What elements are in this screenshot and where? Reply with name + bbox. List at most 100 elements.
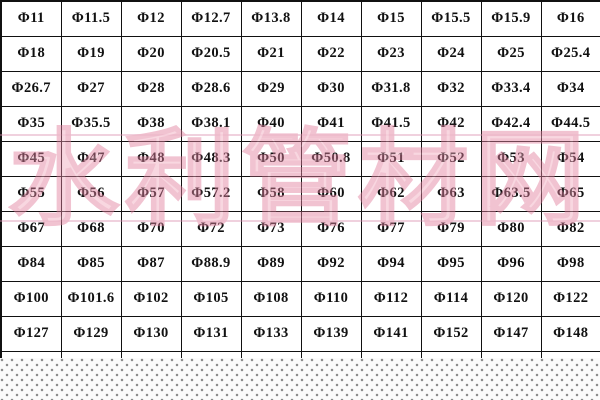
table-cell: Φ105 — [180, 280, 242, 317]
table-cell: Φ133 — [240, 315, 302, 352]
table-row: Φ35 Φ35.5 Φ38 Φ38.1 Φ40 Φ41 Φ41.5 Φ42 Φ4… — [0, 105, 600, 142]
table-cell — [60, 350, 122, 387]
table-cell: Φ102 — [120, 280, 182, 317]
table-row: Φ45 Φ47 Φ48 Φ48.3 Φ50 Φ50.8 Φ51 Φ52 Φ53 … — [0, 140, 600, 177]
table-cell: Φ147 — [480, 315, 542, 352]
table-cell: Φ18 — [0, 35, 62, 72]
table-cell: Φ27 — [60, 70, 122, 107]
table-cell: Φ139 — [300, 315, 362, 352]
table-cell: Φ50.8 — [300, 140, 362, 177]
table-cell: Φ76 — [300, 210, 362, 247]
table-cell: Φ25 — [480, 35, 542, 72]
table-cell: Φ67 — [0, 210, 62, 247]
table-cell: Φ72 — [180, 210, 242, 247]
table-cell: Φ68 — [60, 210, 122, 247]
table-cell: Φ23 — [360, 35, 422, 72]
table-cell: Φ55 — [0, 175, 62, 212]
table-cell: Φ35 — [0, 105, 62, 142]
table-cell: Φ28.6 — [180, 70, 242, 107]
diameter-size-table: Φ11 Φ11.5 Φ12 Φ12.7 Φ13.8 Φ14 Φ15 Φ15.5 … — [0, 0, 600, 387]
table-cell: Φ12 — [120, 0, 182, 37]
table-cell: Φ31.8 — [360, 70, 422, 107]
table-cell: Φ112 — [360, 280, 422, 317]
table-cell: Φ92 — [300, 245, 362, 282]
table-cell: Φ95 — [420, 245, 482, 282]
table-cell: Φ11 — [0, 0, 62, 37]
table-cell: Φ48.3 — [180, 140, 242, 177]
table-cell: Φ22 — [300, 35, 362, 72]
table-body: Φ11 Φ11.5 Φ12 Φ12.7 Φ13.8 Φ14 Φ15 Φ15.5 … — [0, 0, 600, 387]
table-cell: Φ32 — [420, 70, 482, 107]
table-row: Φ100 Φ101.6 Φ102 Φ105 Φ108 Φ110 Φ112 Φ11… — [0, 280, 600, 317]
table-row: Φ55 Φ56 Φ57 Φ57.2 Φ58 Φ60 Φ62 Φ63 Φ63.5 … — [0, 175, 600, 212]
table-cell: Φ130 — [120, 315, 182, 352]
table-cell: Φ57 — [120, 175, 182, 212]
table-cell: Φ63.5 — [480, 175, 542, 212]
table-cell: Φ16 — [540, 0, 600, 37]
table-cell: Φ110 — [300, 280, 362, 317]
table-cell: Φ29 — [240, 70, 302, 107]
table-cell: Φ100 — [0, 280, 62, 317]
table-cell: Φ42.4 — [480, 105, 542, 142]
table-cell: Φ89 — [240, 245, 302, 282]
table-cell — [360, 350, 422, 387]
table-cell: Φ63 — [420, 175, 482, 212]
table-cell: Φ41.5 — [360, 105, 422, 142]
table-cell: Φ41 — [300, 105, 362, 142]
table-cell: Φ129 — [60, 315, 122, 352]
table-cell: Φ26.7 — [0, 70, 62, 107]
table-cell: Φ62 — [360, 175, 422, 212]
table-cell: Φ150 — [0, 350, 62, 387]
table-cell: Φ19 — [60, 35, 122, 72]
table-cell: Φ54 — [540, 140, 600, 177]
table-cell: Φ30 — [300, 70, 362, 107]
table-cell: Φ50 — [240, 140, 302, 177]
table-cell: Φ85 — [60, 245, 122, 282]
table-cell: Φ65 — [540, 175, 600, 212]
table-cell: Φ77 — [360, 210, 422, 247]
table-cell: Φ122 — [540, 280, 600, 317]
table-cell: Φ114 — [420, 280, 482, 317]
table-row: Φ67 Φ68 Φ70 Φ72 Φ73 Φ76 Φ77 Φ79 Φ80 Φ82 — [0, 210, 600, 247]
table-cell: Φ56 — [60, 175, 122, 212]
table-cell: Φ35.5 — [60, 105, 122, 142]
table-cell: Φ141 — [360, 315, 422, 352]
table-cell: Φ127 — [0, 315, 62, 352]
table-cell: Φ87 — [120, 245, 182, 282]
table-cell: Φ44.5 — [540, 105, 600, 142]
table-cell: Φ53 — [480, 140, 542, 177]
table-cell — [300, 350, 362, 387]
table-cell: Φ47 — [60, 140, 122, 177]
table-cell: Φ14 — [300, 0, 362, 37]
table-cell: Φ38.1 — [180, 105, 242, 142]
table-cell — [120, 350, 182, 387]
table-row-clipped: Φ150 — [0, 350, 600, 387]
table-cell: Φ20.5 — [180, 35, 242, 72]
table-cell: Φ48 — [120, 140, 182, 177]
table-cell: Φ80 — [480, 210, 542, 247]
table-row: Φ18 Φ19 Φ20 Φ20.5 Φ21 Φ22 Φ23 Φ24 Φ25 Φ2… — [0, 35, 600, 72]
table-cell: Φ21 — [240, 35, 302, 72]
table-cell: Φ120 — [480, 280, 542, 317]
table-cell: Φ15.9 — [480, 0, 542, 37]
table-cell: Φ148 — [540, 315, 600, 352]
table-row: Φ26.7 Φ27 Φ28 Φ28.6 Φ29 Φ30 Φ31.8 Φ32 Φ3… — [0, 70, 600, 107]
table-cell: Φ12.7 — [180, 0, 242, 37]
table-cell: Φ42 — [420, 105, 482, 142]
table-row: Φ11 Φ11.5 Φ12 Φ12.7 Φ13.8 Φ14 Φ15 Φ15.5 … — [0, 0, 600, 37]
table-cell: Φ70 — [120, 210, 182, 247]
table-cell: Φ58 — [240, 175, 302, 212]
table-cell: Φ79 — [420, 210, 482, 247]
table-cell: Φ96 — [480, 245, 542, 282]
table-cell: Φ84 — [0, 245, 62, 282]
table-cell: Φ11.5 — [60, 0, 122, 37]
table-cell: Φ51 — [360, 140, 422, 177]
table-row: Φ127 Φ129 Φ130 Φ131 Φ133 Φ139 Φ141 Φ152 … — [0, 315, 600, 352]
table-cell: Φ60 — [300, 175, 362, 212]
table-cell: Φ98 — [540, 245, 600, 282]
table-cell: Φ94 — [360, 245, 422, 282]
table-cell: Φ88.9 — [180, 245, 242, 282]
table-cell: Φ57.2 — [180, 175, 242, 212]
table-cell — [180, 350, 242, 387]
table-cell: Φ101.6 — [60, 280, 122, 317]
